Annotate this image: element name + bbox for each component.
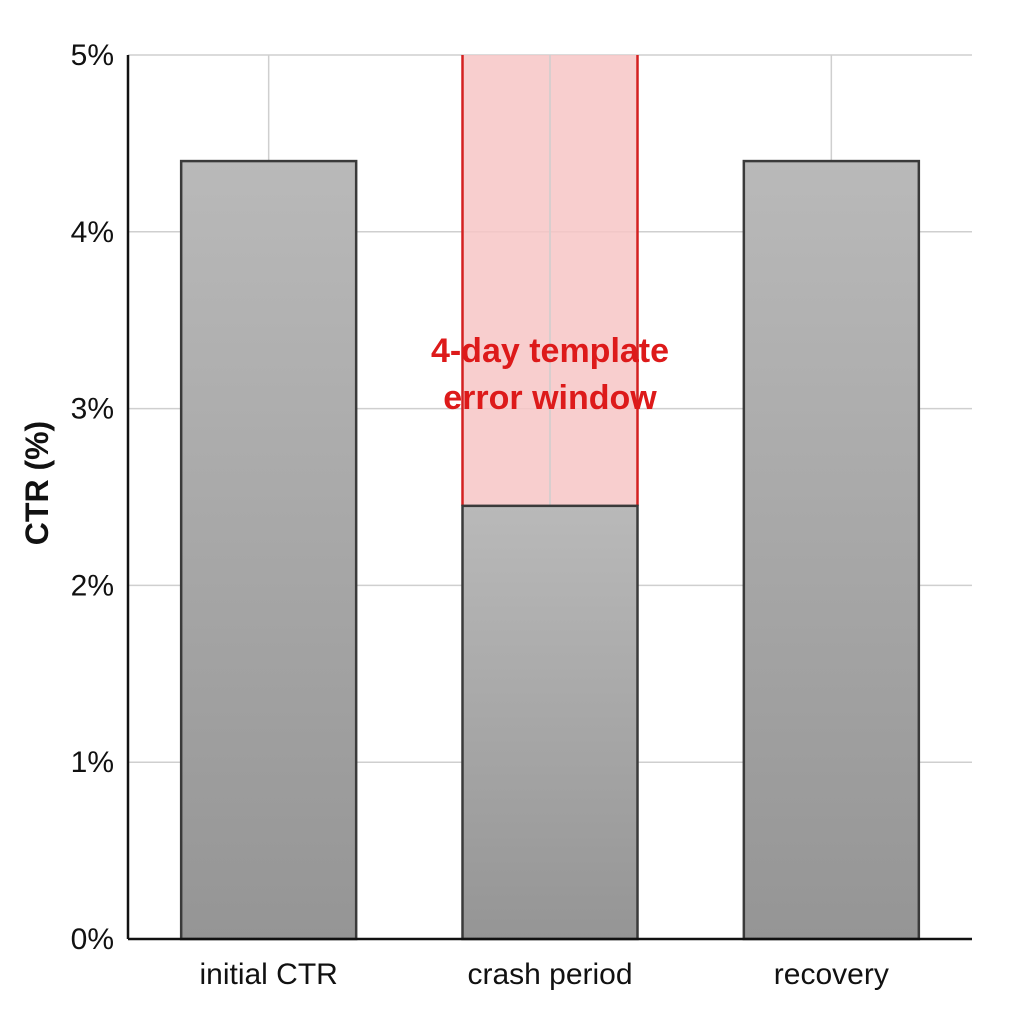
y-tick-labels: 0% 1% 2% 3% 4% 5%	[71, 39, 114, 956]
y-tick-label: 3%	[71, 393, 114, 426]
x-category-labels: initial CTR crash period recovery	[199, 958, 888, 991]
bar-initial-ctr	[179, 159, 358, 941]
annotation: 4-day template error window	[431, 332, 669, 417]
y-axis-title: CTR (%)	[19, 421, 55, 545]
y-tick-label: 4%	[71, 216, 114, 249]
x-category-label: crash period	[467, 958, 632, 991]
x-category-label: initial CTR	[199, 958, 337, 991]
highlight-annotation-line: 4-day template	[431, 332, 669, 370]
axes	[126, 55, 972, 941]
y-tick-label: 5%	[71, 39, 114, 72]
highlight-annotation-line: error window	[443, 379, 657, 417]
bars	[179, 159, 921, 941]
y-tick-label: 0%	[71, 923, 114, 956]
highlight-region	[461, 55, 639, 506]
bar-recovery	[742, 159, 921, 941]
x-category-label: recovery	[774, 958, 889, 991]
y-tick-label: 2%	[71, 569, 114, 602]
y-tick-label: 1%	[71, 746, 114, 779]
bar-crash-period	[461, 504, 639, 941]
